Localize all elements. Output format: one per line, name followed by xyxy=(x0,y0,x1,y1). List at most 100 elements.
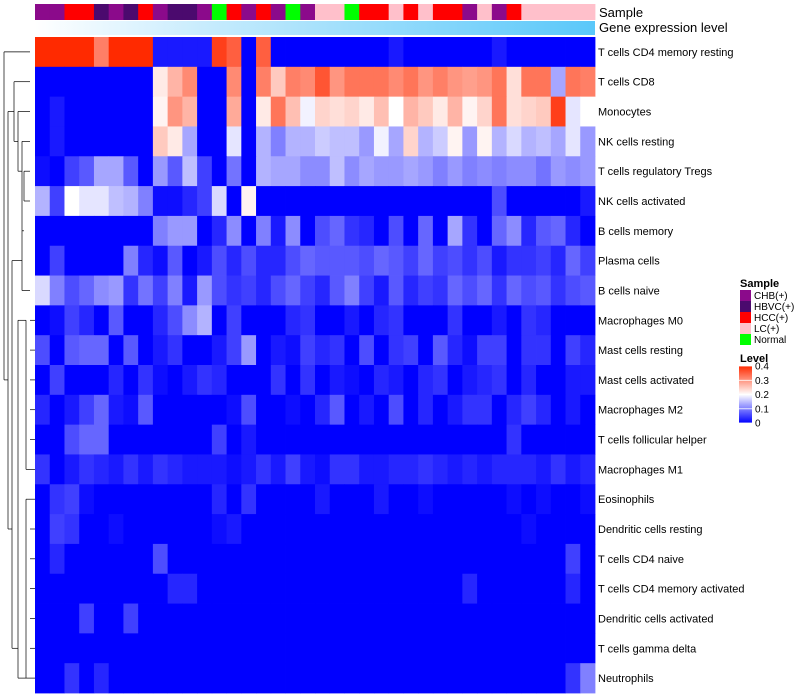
heatmap-cell xyxy=(329,126,345,157)
heatmap-cell xyxy=(138,305,154,336)
heatmap-cell xyxy=(152,96,169,127)
heatmap-cell xyxy=(300,245,316,276)
heatmap-cell xyxy=(432,394,449,426)
heatmap-cell xyxy=(79,514,95,545)
heatmap-cell xyxy=(491,126,507,157)
heatmap-cell xyxy=(550,245,566,276)
heatmap-cell xyxy=(329,514,345,545)
heatmap-cell xyxy=(49,365,65,396)
heatmap-cell xyxy=(138,96,154,127)
heatmap-cell xyxy=(477,126,493,157)
heatmap-cell xyxy=(403,156,419,187)
row-label: Monocytes xyxy=(598,107,652,119)
heatmap-cell xyxy=(270,365,286,396)
heatmap-cell xyxy=(447,96,463,127)
heatmap-cell xyxy=(256,275,272,306)
heatmap-cell xyxy=(359,573,375,604)
sample-annotation-cell xyxy=(344,4,360,20)
heatmap-cell xyxy=(197,514,213,545)
heatmap-cell xyxy=(344,96,360,127)
heatmap-cell xyxy=(403,633,419,664)
heatmap-cell xyxy=(285,37,301,68)
heatmap-cell xyxy=(536,305,552,336)
heatmap-cell xyxy=(432,365,449,396)
heatmap-cell xyxy=(93,394,110,426)
heatmap-cell xyxy=(197,543,213,575)
heatmap-cell xyxy=(373,156,390,187)
heatmap-cell xyxy=(270,156,286,187)
heatmap-cell xyxy=(285,275,301,306)
heatmap-cell xyxy=(565,186,581,217)
heatmap-cell xyxy=(241,96,257,127)
heatmap-cell xyxy=(388,514,404,545)
heatmap-cell xyxy=(491,96,507,127)
heatmap-cell xyxy=(329,394,345,426)
heatmap-cell xyxy=(197,663,213,694)
heatmap-cell xyxy=(211,186,227,217)
sample-annotation-cell xyxy=(123,4,139,20)
heatmap-cell xyxy=(138,514,154,545)
heatmap-cell xyxy=(447,573,463,604)
heatmap-cell xyxy=(359,245,375,276)
heatmap-cell xyxy=(491,633,507,664)
heatmap-cell xyxy=(197,633,213,664)
sample-annotation-cell xyxy=(359,4,375,20)
heatmap-cell xyxy=(315,275,331,306)
heatmap-cell xyxy=(403,335,419,366)
heatmap-cell xyxy=(285,96,301,127)
heatmap-cell xyxy=(521,484,537,515)
sample-annotation-cell xyxy=(226,4,242,20)
heatmap-cell xyxy=(329,275,345,306)
row-label: Dendritic cells resting xyxy=(598,524,703,536)
heatmap-cell xyxy=(49,37,65,68)
heatmap-cell xyxy=(403,424,419,455)
heatmap-cell xyxy=(49,156,65,187)
row-label: Neutrophils xyxy=(598,673,654,685)
heatmap-cell xyxy=(418,245,434,276)
heatmap-cell xyxy=(580,454,596,485)
heatmap-cell xyxy=(447,335,463,366)
heatmap-cell xyxy=(241,365,257,396)
heatmap-cell xyxy=(35,215,51,247)
heatmap-cell xyxy=(241,394,257,426)
heatmap-cell xyxy=(388,663,404,694)
heatmap-cell xyxy=(123,96,139,127)
heatmap-cell xyxy=(491,66,507,98)
heatmap-cell xyxy=(226,543,242,575)
heatmap-cell xyxy=(241,663,257,694)
heatmap-cell xyxy=(197,335,213,366)
heatmap-cell xyxy=(418,66,434,98)
heatmap-cell xyxy=(521,335,537,366)
row-label: T cells follicular helper xyxy=(598,435,707,447)
heatmap-cell xyxy=(152,156,169,187)
heatmap-cell xyxy=(373,245,390,276)
row-label: Eosinophils xyxy=(598,494,655,506)
heatmap-cell xyxy=(388,305,404,336)
heatmap-cell xyxy=(506,424,522,455)
heatmap-cell xyxy=(241,245,257,276)
heatmap-cell xyxy=(536,156,552,187)
heatmap-cell xyxy=(138,573,154,604)
heatmap-cell xyxy=(447,66,463,98)
heatmap-cell xyxy=(152,66,169,98)
heatmap-cell xyxy=(108,66,124,98)
heatmap-cell xyxy=(64,335,80,366)
sample-legend-label: HBVC(+) xyxy=(754,302,794,313)
heatmap-cell xyxy=(167,573,183,604)
heatmap-cell xyxy=(226,514,242,545)
heatmap-cell xyxy=(536,424,552,455)
heatmap-cell xyxy=(167,543,183,575)
heatmap-cell xyxy=(477,186,493,217)
heatmap-cell xyxy=(432,633,449,664)
heatmap-cell xyxy=(226,96,242,127)
heatmap-cell xyxy=(182,305,198,336)
row-label: NK cells resting xyxy=(598,136,674,148)
heatmap-cell xyxy=(315,96,331,127)
heatmap-cell xyxy=(167,186,183,217)
heatmap-cell xyxy=(462,37,478,68)
heatmap-cell xyxy=(550,186,566,217)
heatmap-cell xyxy=(329,484,345,515)
heatmap-cell xyxy=(138,215,154,247)
heatmap-cell xyxy=(108,245,124,276)
